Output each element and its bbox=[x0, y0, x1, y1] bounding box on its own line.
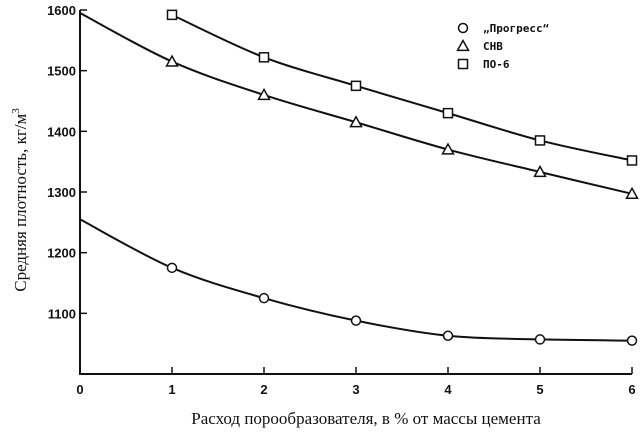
data-point-circle bbox=[166, 262, 178, 274]
series-line bbox=[79, 12, 633, 195]
data-point-square bbox=[350, 80, 362, 92]
data-point-square bbox=[626, 155, 638, 166]
ticks: 0 1 2 3 4 5 6 1100 1200 1300 1400 1500 1600 bbox=[47, 3, 636, 397]
x-tick-label: 3 bbox=[352, 382, 359, 397]
data-point-square bbox=[258, 52, 270, 63]
data-point-triangle bbox=[257, 87, 271, 101]
y-tick-label: 1400 bbox=[47, 124, 76, 139]
legend-label: ПО-6 bbox=[483, 58, 510, 71]
y-tick-label: 1100 bbox=[48, 306, 76, 321]
x-tick-label: 0 bbox=[76, 382, 83, 397]
data-point-circle bbox=[626, 335, 638, 346]
data-point-triangle bbox=[349, 115, 363, 128]
x-tick-label: 6 bbox=[628, 382, 635, 397]
data-point-circle bbox=[442, 330, 454, 342]
data-point-triangle bbox=[441, 142, 455, 155]
series-group bbox=[79, 9, 639, 346]
series-2 bbox=[79, 12, 639, 199]
legend-marker-square bbox=[457, 58, 469, 70]
data-point-square bbox=[534, 135, 546, 146]
y-tick-label: 1300 bbox=[47, 185, 76, 200]
x-axis-title: Расход порообразователя, в % от массы це… bbox=[191, 409, 541, 428]
data-point-circle bbox=[350, 315, 362, 326]
legend-label: „Прогресс“ bbox=[483, 22, 549, 35]
legend: „Прогресс“ СНВ ПО-6 bbox=[456, 22, 549, 71]
legend-marker-triangle bbox=[456, 38, 470, 52]
x-tick-label: 2 bbox=[260, 382, 267, 397]
data-point-triangle bbox=[533, 164, 547, 178]
data-point-circle bbox=[258, 292, 270, 304]
data-point-triangle bbox=[625, 186, 639, 199]
series-1 bbox=[79, 218, 638, 346]
series-3 bbox=[166, 9, 638, 166]
data-point-square bbox=[166, 9, 178, 21]
y-axis-title-superscript: 3 bbox=[10, 108, 22, 114]
series-line bbox=[171, 13, 633, 162]
y-axis-title-text: Средняя плотность, кг/м bbox=[11, 113, 30, 291]
y-tick-label: 1500 bbox=[47, 64, 76, 79]
y-tick-label: 1200 bbox=[47, 246, 76, 261]
data-point-circle bbox=[534, 334, 546, 345]
x-tick-label: 4 bbox=[444, 382, 452, 397]
legend-marker-circle bbox=[457, 22, 469, 34]
x-tick-label: 5 bbox=[536, 382, 543, 397]
data-point-triangle bbox=[165, 54, 179, 67]
x-tick-label: 1 bbox=[168, 382, 175, 397]
data-point-square bbox=[442, 107, 454, 119]
y-tick-label: 1600 bbox=[47, 3, 76, 18]
legend-label: СНВ bbox=[483, 40, 503, 53]
y-axis-title: Средняя плотность, кг/м3 bbox=[10, 108, 30, 292]
